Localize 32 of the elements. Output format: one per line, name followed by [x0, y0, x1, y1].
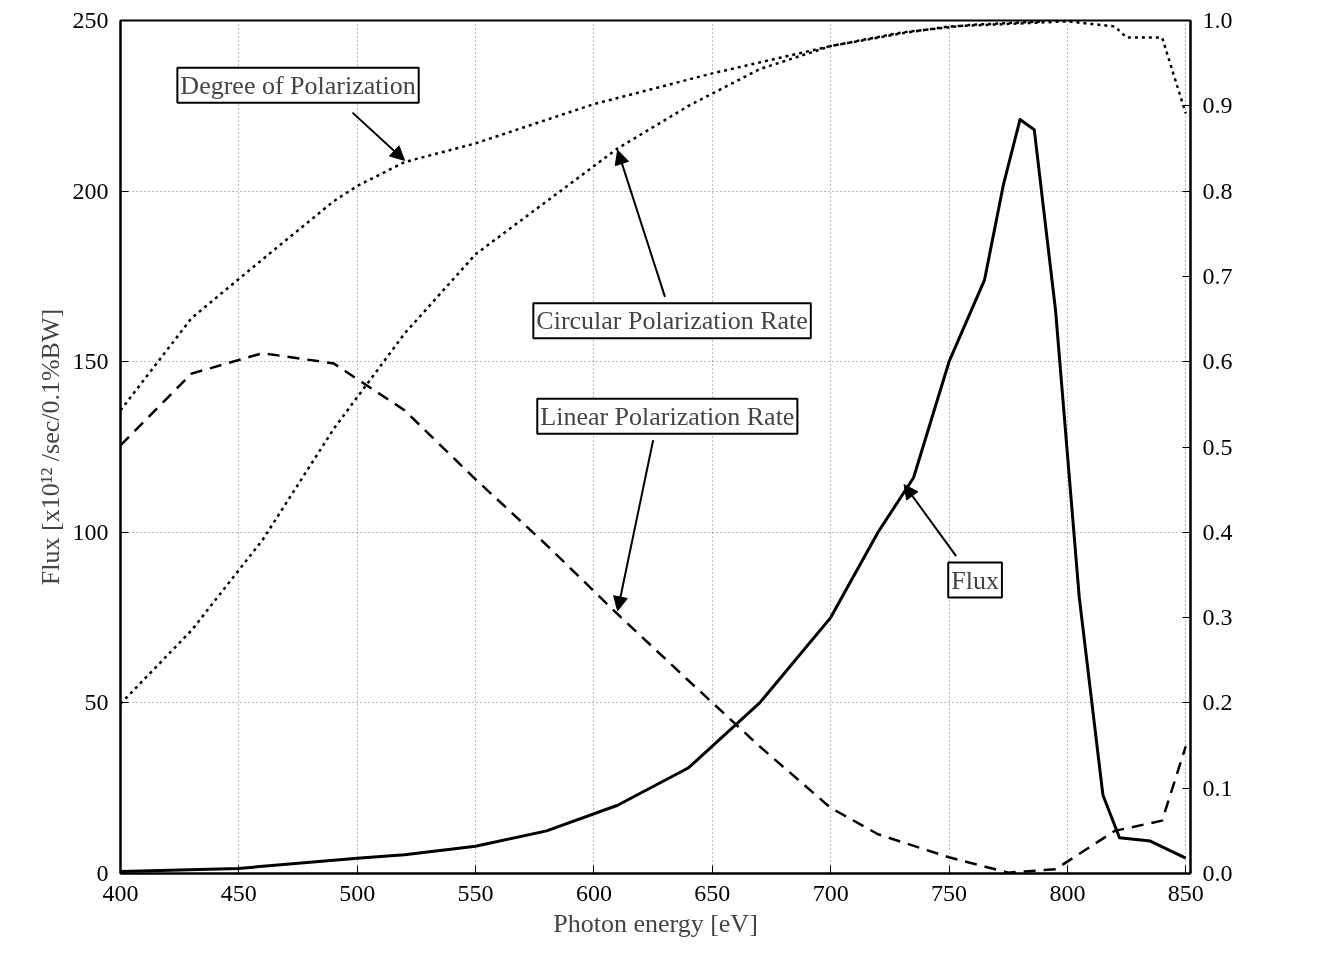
x-tick-label: 600 — [575, 879, 612, 906]
annotation: Linear Polarization Rate — [540, 401, 795, 431]
x-tick-label: 850 — [1167, 879, 1204, 906]
annotation: Circular Polarization Rate — [536, 306, 808, 336]
y-tick-label: 250 — [72, 7, 109, 33]
y2-tick-label: 0.6 — [1202, 348, 1233, 375]
annotation: Flux — [951, 565, 999, 595]
y-tick-label: 50 — [84, 689, 109, 716]
x-tick-label: 550 — [457, 879, 494, 906]
y-tick-label: 0 — [96, 860, 109, 886]
y-tick-label: 150 — [72, 348, 109, 375]
y2-tick-label: 0.0 — [1202, 860, 1233, 886]
y2-tick-label: 0.5 — [1202, 433, 1233, 460]
y2-tick-label: 0.2 — [1202, 689, 1233, 716]
x-tick-label: 750 — [931, 879, 968, 906]
y-axis-title: Flux [x10¹² /sec/0.1%BW] — [35, 308, 65, 586]
y-tick-label: 100 — [72, 518, 109, 545]
x-axis-title: Photon energy [eV] — [553, 908, 758, 938]
y2-tick-label: 1.0 — [1202, 7, 1233, 33]
y2-tick-label: 0.8 — [1202, 177, 1233, 204]
x-tick-label: 800 — [1049, 879, 1086, 906]
y2-tick-label: 0.1 — [1202, 774, 1233, 801]
x-tick-label: 500 — [339, 879, 376, 906]
x-tick-label: 650 — [694, 879, 731, 906]
x-tick-label: 700 — [812, 879, 849, 906]
y2-tick-label: 0.4 — [1202, 518, 1233, 545]
y2-tick-label: 0.7 — [1202, 262, 1233, 289]
x-tick-label: 450 — [220, 879, 257, 906]
y-tick-label: 200 — [72, 177, 109, 204]
annotation: Degree of Polarization — [180, 70, 416, 100]
y2-tick-label: 0.9 — [1202, 92, 1233, 119]
y2-tick-label: 0.3 — [1202, 604, 1233, 631]
